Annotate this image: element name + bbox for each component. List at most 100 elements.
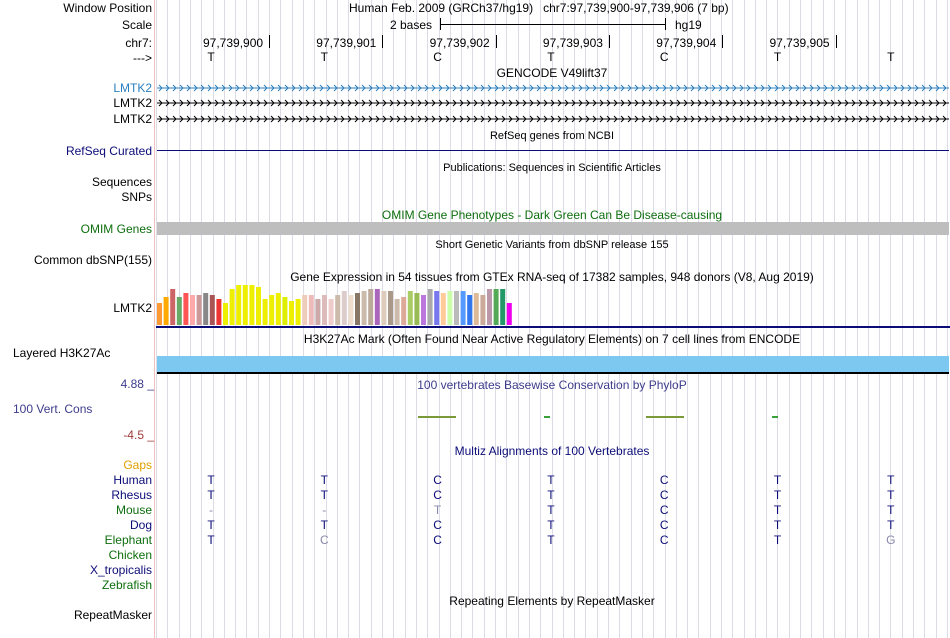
strand-arrow — [634, 115, 639, 123]
gtex-tissue-bar[interactable] — [434, 291, 440, 325]
strand-arrow — [935, 99, 940, 107]
gencode-transcript-3[interactable] — [157, 114, 949, 124]
gtex-tissue-bar[interactable] — [388, 291, 393, 325]
gtex-tissue-bar[interactable] — [374, 289, 380, 325]
gtex-tissue-bar[interactable] — [473, 293, 479, 325]
gtex-tissue-bar[interactable] — [381, 291, 387, 325]
h3k27ac-label[interactable]: Layered H3K27Ac — [13, 346, 111, 360]
omim-phenotype-bar[interactable] — [157, 222, 949, 235]
gtex-tissue-bar[interactable] — [236, 285, 242, 325]
gtex-tissue-bar[interactable] — [401, 297, 407, 325]
species-label[interactable]: Human — [113, 473, 152, 487]
gtex-tissue-bar[interactable] — [203, 293, 209, 325]
strand-arrow — [893, 84, 898, 92]
gtex-tissue-bar[interactable] — [394, 299, 400, 325]
gtex-tissue-bar[interactable] — [341, 291, 347, 325]
species-label[interactable]: Chicken — [108, 548, 152, 562]
pubs-label-sequences[interactable]: Sequences — [91, 175, 152, 189]
cons-label[interactable]: 100 Vert. Cons — [13, 402, 93, 416]
gtex-tissue-bar[interactable] — [427, 289, 433, 325]
strand-arrow — [599, 115, 604, 123]
gtex-tissue-bar[interactable] — [467, 295, 473, 325]
gtex-tissue-bar[interactable] — [480, 295, 486, 325]
strand-arrow — [529, 84, 534, 92]
strand-arrow — [291, 115, 296, 123]
strand-arrow — [214, 115, 219, 123]
omim-label[interactable]: OMIM Genes — [80, 222, 152, 236]
species-label[interactable]: Mouse — [115, 503, 152, 517]
gtex-tissue-bar[interactable] — [368, 289, 374, 325]
gtex-tissue-bar[interactable] — [493, 289, 499, 325]
gtex-tissue-bar[interactable] — [335, 295, 341, 325]
gaps-label[interactable]: Gaps — [123, 458, 152, 472]
strand-arrow — [662, 99, 667, 107]
gtex-tissue-bar[interactable] — [289, 301, 294, 325]
gtex-tissue-bar[interactable] — [229, 289, 235, 325]
gtex-tissue-bar[interactable] — [407, 291, 413, 325]
refseq-intron-line[interactable] — [157, 150, 949, 151]
gtex-tissue-bar[interactable] — [282, 297, 288, 325]
strand-arrow — [396, 99, 401, 107]
gtex-tissue-bar[interactable] — [269, 295, 275, 325]
species-label[interactable]: X_tropicalis — [89, 563, 152, 577]
gtex-tissue-bar[interactable] — [487, 289, 492, 325]
gencode-row-label-2[interactable]: LMTK2 — [113, 96, 152, 110]
gtex-tissue-bar[interactable] — [361, 291, 367, 325]
refseq-label[interactable]: RefSeq Curated — [65, 144, 152, 158]
species-label[interactable]: Elephant — [104, 533, 152, 547]
gtex-tissue-bar[interactable] — [460, 291, 466, 325]
strand-arrow — [557, 99, 562, 107]
strand-arrow — [361, 99, 366, 107]
gtex-tissue-bar[interactable] — [308, 295, 314, 325]
ruler-tick — [722, 35, 724, 48]
gtex-tissue-bar[interactable] — [414, 293, 420, 325]
strand-arrow — [774, 115, 779, 123]
gtex-tissue-bar[interactable] — [506, 303, 512, 325]
species-label[interactable]: Rhesus — [111, 488, 152, 502]
pubs-label-snps[interactable]: SNPs — [121, 190, 152, 204]
repeat-label[interactable]: RepeatMasker — [73, 608, 152, 622]
gtex-label[interactable]: LMTK2 — [113, 301, 152, 315]
gtex-tissue-bar[interactable] — [256, 287, 261, 325]
gtex-tissue-bar[interactable] — [295, 299, 301, 325]
gtex-tissue-bar[interactable] — [421, 295, 426, 325]
gtex-tissue-bar[interactable] — [242, 285, 248, 325]
gtex-tissue-bar[interactable] — [315, 299, 321, 325]
gtex-tissue-bar[interactable] — [355, 293, 360, 325]
cons-wiggle[interactable] — [156, 390, 950, 430]
gtex-tissue-bar[interactable] — [500, 289, 506, 325]
gencode-row-label-3[interactable]: LMTK2 — [113, 112, 152, 126]
gtex-tissue-bar[interactable] — [275, 293, 281, 325]
gtex-tissue-bar[interactable] — [196, 295, 202, 325]
gtex-tissue-bar[interactable] — [223, 303, 228, 325]
gtex-tissue-bar[interactable] — [249, 285, 255, 325]
gtex-tissue-bar[interactable] — [262, 299, 268, 325]
gtex-tissue-bar[interactable] — [348, 295, 354, 325]
species-label[interactable]: Zebrafish — [101, 578, 152, 592]
gtex-expression-chart[interactable] — [156, 284, 950, 329]
species-label[interactable]: Dog — [129, 518, 152, 532]
gtex-tissue-bar[interactable] — [302, 295, 308, 325]
gtex-tissue-bar[interactable] — [322, 295, 327, 325]
dbsnp-label[interactable]: Common dbSNP(155) — [33, 253, 152, 267]
gencode-row-label-1[interactable]: LMTK2 — [113, 81, 152, 95]
gtex-tissue-bar[interactable] — [328, 299, 334, 325]
strand-arrow — [893, 115, 898, 123]
gtex-tissue-bar[interactable] — [454, 291, 459, 325]
gtex-tissue-bar[interactable] — [183, 293, 189, 325]
h3k27ac-signal[interactable] — [157, 356, 949, 372]
strand-arrow — [823, 84, 828, 92]
gtex-tissue-bar[interactable] — [209, 295, 215, 325]
gtex-tissue-bar[interactable] — [447, 291, 453, 325]
strand-arrow — [305, 115, 310, 123]
gtex-tissue-bar[interactable] — [157, 303, 162, 325]
gencode-transcript-1[interactable] — [157, 83, 949, 93]
gtex-tissue-bar[interactable] — [170, 289, 176, 325]
gtex-tissue-bar[interactable] — [190, 295, 195, 325]
strand-arrow — [466, 99, 471, 107]
gtex-tissue-bar[interactable] — [216, 299, 222, 325]
gtex-tissue-bar[interactable] — [176, 297, 182, 325]
gtex-tissue-bar[interactable] — [163, 297, 169, 325]
gtex-tissue-bar[interactable] — [440, 293, 446, 325]
gencode-transcript-2[interactable] — [157, 98, 949, 108]
